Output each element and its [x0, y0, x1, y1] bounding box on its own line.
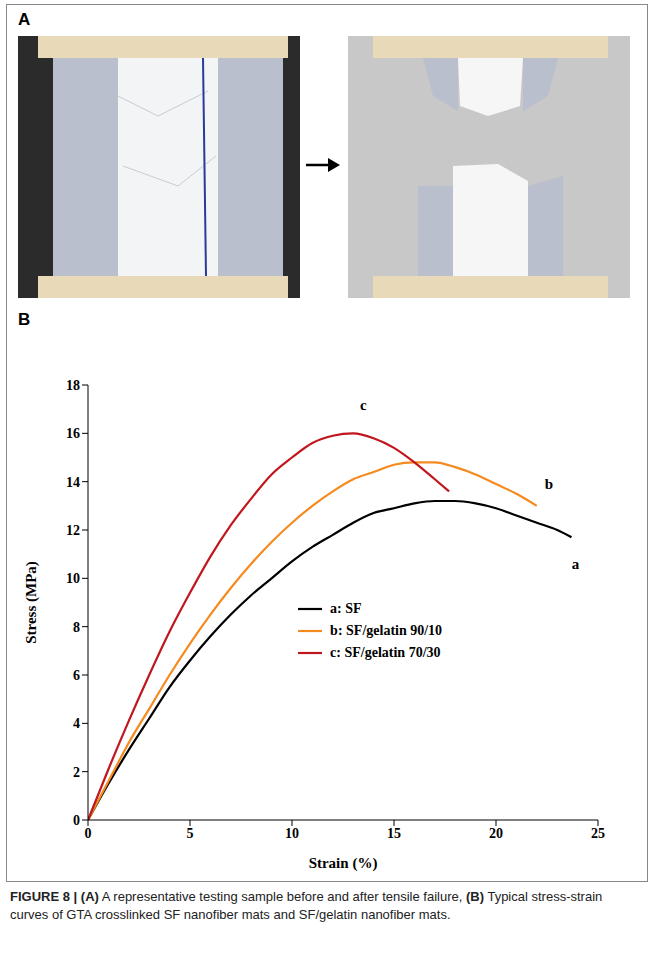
- svg-text:a: a: [572, 556, 580, 572]
- svg-text:0: 0: [85, 826, 92, 841]
- html-text:A: A: [18, 10, 31, 29]
- svg-text:Stress (MPa): Stress (MPa): [23, 561, 40, 644]
- svg-text:16: 16: [66, 426, 80, 441]
- html-text:c: SF/gelatin 70/30: c: SF/gelatin 70/30: [330, 644, 441, 660]
- html-text:B: B: [18, 310, 31, 329]
- html-text:a: SF: a: SF: [330, 600, 362, 616]
- html-text:b: SF/gelatin 90/10: b: SF/gelatin 90/10: [330, 622, 443, 638]
- svg-text:4: 4: [73, 716, 80, 731]
- svg-text:2: 2: [73, 765, 80, 780]
- svg-text:8: 8: [73, 620, 80, 635]
- svg-text:5: 5: [187, 826, 194, 841]
- svg-text:c: c: [360, 397, 367, 413]
- svg-text:12: 12: [66, 523, 80, 538]
- svg-text:25: 25: [591, 826, 605, 841]
- svg-text:20: 20: [489, 826, 503, 841]
- svg-text:15: 15: [387, 826, 401, 841]
- html-text:FIGURE 8 | (A) A representativ: FIGURE 8 | (A) A representative testing …: [10, 889, 603, 922]
- svg-text:Strain (%): Strain (%): [309, 855, 378, 872]
- svg-text:0: 0: [73, 813, 80, 828]
- svg-text:18: 18: [66, 378, 80, 393]
- svg-text:b: b: [545, 476, 553, 492]
- svg-text:10: 10: [285, 826, 299, 841]
- svg-text:6: 6: [73, 668, 80, 683]
- svg-text:14: 14: [66, 475, 80, 490]
- svg-text:10: 10: [66, 571, 80, 586]
